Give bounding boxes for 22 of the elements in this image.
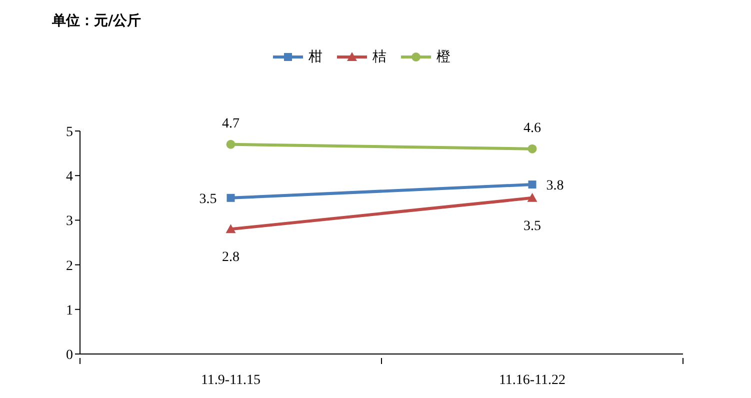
y-tick-label: 4 — [66, 170, 73, 185]
y-tick-label: 1 — [66, 303, 73, 318]
point — [226, 194, 235, 202]
point — [528, 144, 537, 154]
y-tick-label: 0 — [66, 348, 73, 363]
legend-label: 橙 — [436, 48, 450, 66]
x-tick-label: 11.9-11.15 — [200, 373, 261, 388]
y-tick-label: 3 — [66, 214, 73, 230]
legend-label: 桔 — [372, 48, 386, 66]
data-label: 4.6 — [524, 120, 541, 136]
point — [226, 140, 236, 149]
data-label: 3.5 — [199, 192, 217, 207]
x-tick-label: 11.16-11.22 — [498, 373, 566, 388]
legend-label: 柑 — [308, 48, 322, 66]
y-tick-label: 5 — [66, 124, 73, 140]
data-label: 3.5 — [524, 218, 541, 234]
chart-title: 单位：元/公斤 — [52, 12, 142, 30]
data-label: 2.8 — [222, 250, 240, 266]
data-label: 3.8 — [546, 178, 564, 194]
point — [528, 180, 536, 189]
data-label: 4.7 — [222, 116, 240, 132]
y-tick-label: 2 — [66, 258, 73, 274]
